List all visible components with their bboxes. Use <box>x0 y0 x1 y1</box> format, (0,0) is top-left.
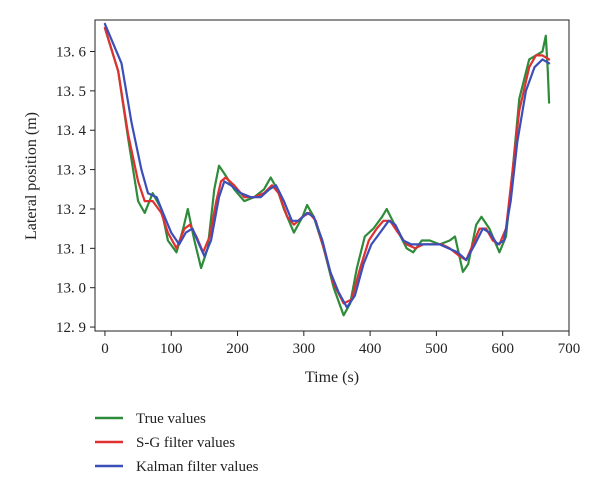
x-tick-label: 100 <box>160 341 183 357</box>
x-tick-label: 200 <box>226 341 249 357</box>
x-tick-label: 600 <box>491 341 514 357</box>
legend: True values S-G filter values Kalman filte… <box>95 411 259 475</box>
kalman-filter-line <box>103 22 551 309</box>
y-tick-label: 13. 4 <box>56 123 87 139</box>
y-tick-label: 13. 0 <box>56 281 86 297</box>
true-values-line <box>103 26 551 317</box>
x-axis-label: Time (s) <box>305 369 359 386</box>
x-tick-label: 0 <box>101 341 109 357</box>
x-tick-label: 400 <box>359 341 382 357</box>
y-tick-label: 13. 6 <box>56 44 87 60</box>
legend-label: S-G filter values <box>136 435 235 451</box>
x-tick-label: 700 <box>558 341 581 357</box>
x-axis-ticks: 0 100 200 300 400 500 600 700 <box>101 331 580 357</box>
y-tick-label: 13. 2 <box>56 202 86 218</box>
x-tick-label: 500 <box>425 341 448 357</box>
legend-label: True values <box>136 411 206 427</box>
y-tick-label: 12. 9 <box>56 320 86 336</box>
y-tick-label: 13. 5 <box>56 84 86 100</box>
x-tick-label: 300 <box>293 341 316 357</box>
legend-label: Kalman filter values <box>136 459 259 475</box>
series-lines <box>103 22 551 317</box>
y-axis-ticks: 12. 9 13. 0 13. 1 13. 2 13. 3 13. 4 13. 5 13. 6 <box>56 44 95 336</box>
y-tick-label: 13. 3 <box>56 163 86 179</box>
y-tick-label: 13. 1 <box>56 241 86 257</box>
y-axis-label: Lateral position (m) <box>23 112 40 240</box>
plot-frame <box>94 19 570 332</box>
